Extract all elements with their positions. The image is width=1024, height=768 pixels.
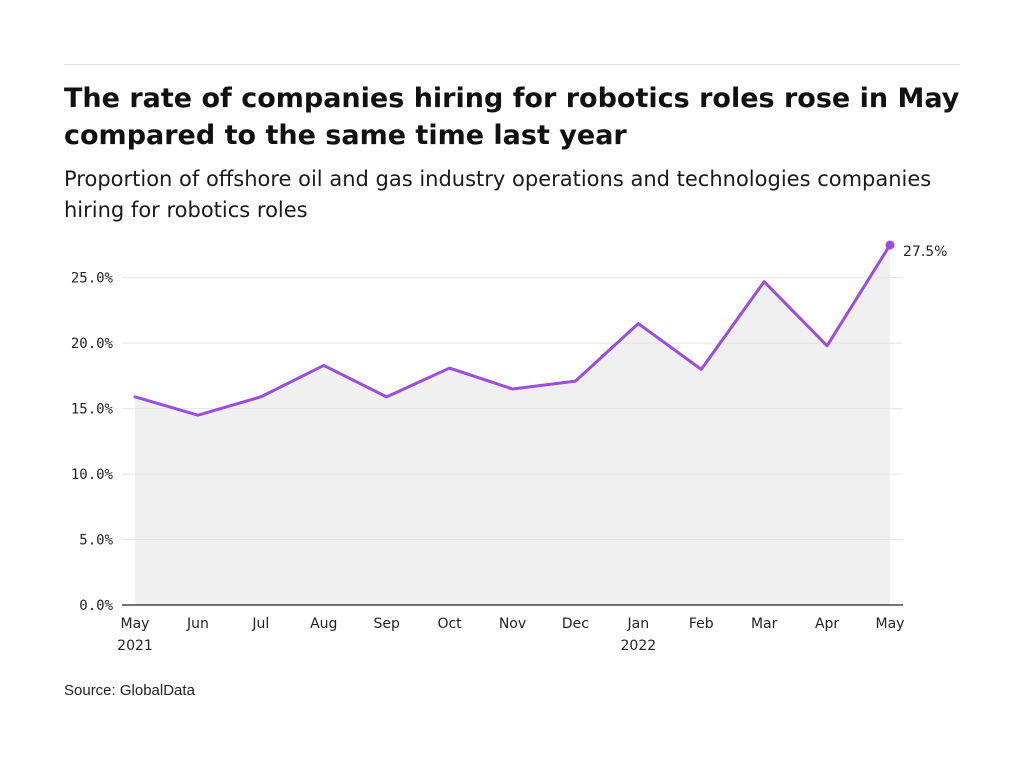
- x-tick-label: Feb: [689, 616, 714, 632]
- y-tick-label: 15.0%: [71, 402, 114, 418]
- x-tick-label: Aug: [310, 616, 337, 632]
- x-tick-label: Nov: [499, 616, 526, 632]
- data-point: [322, 364, 325, 367]
- data-point: [448, 367, 451, 370]
- data-point: [700, 368, 703, 371]
- last-point-marker: [885, 240, 895, 250]
- area-fill: [135, 245, 890, 605]
- data-point: [511, 388, 514, 391]
- source-note: Source: GlobalData: [64, 682, 195, 699]
- line-chart: 0.0% 5.0% 10.0% 15.0% 20.0% 25.0% May 2021 Jun Ju…: [71, 240, 947, 654]
- x-tick-label: Oct: [437, 616, 462, 632]
- y-tick-label: 25.0%: [71, 271, 114, 287]
- data-point: [763, 280, 766, 283]
- x-tick-year-label: 2021: [117, 638, 153, 654]
- data-point: [637, 322, 640, 325]
- data-point: [134, 395, 137, 398]
- chart-title: The rate of companies hiring for robotic…: [64, 83, 960, 151]
- data-point: [196, 414, 199, 417]
- data-point: [259, 395, 262, 398]
- y-tick-label: 10.0%: [71, 467, 114, 483]
- chart-subtitle: Proportion of offshore oil and gas indus…: [64, 167, 932, 222]
- x-tick-label: May: [121, 616, 150, 632]
- series-line: [133, 243, 892, 417]
- data-point: [574, 380, 577, 383]
- x-tick-label: Jun: [186, 616, 209, 632]
- x-tick-year-label: 2022: [621, 638, 657, 654]
- data-label: 27.5%: [903, 244, 947, 260]
- y-tick-label: 20.0%: [71, 336, 114, 352]
- x-tick-label: Sep: [373, 616, 400, 632]
- x-tick-label: May: [876, 616, 905, 632]
- data-point: [385, 395, 388, 398]
- x-tick-label: Apr: [815, 616, 839, 632]
- top-divider: [64, 64, 960, 65]
- x-tick-label: Jan: [627, 616, 650, 632]
- x-tick-label: Mar: [751, 616, 778, 632]
- y-tick-label: 0.0%: [79, 598, 113, 614]
- x-tick-label: Jul: [251, 616, 269, 632]
- data-point: [826, 344, 829, 347]
- x-tick-label: Dec: [562, 616, 589, 632]
- y-tick-label: 5.0%: [79, 533, 113, 549]
